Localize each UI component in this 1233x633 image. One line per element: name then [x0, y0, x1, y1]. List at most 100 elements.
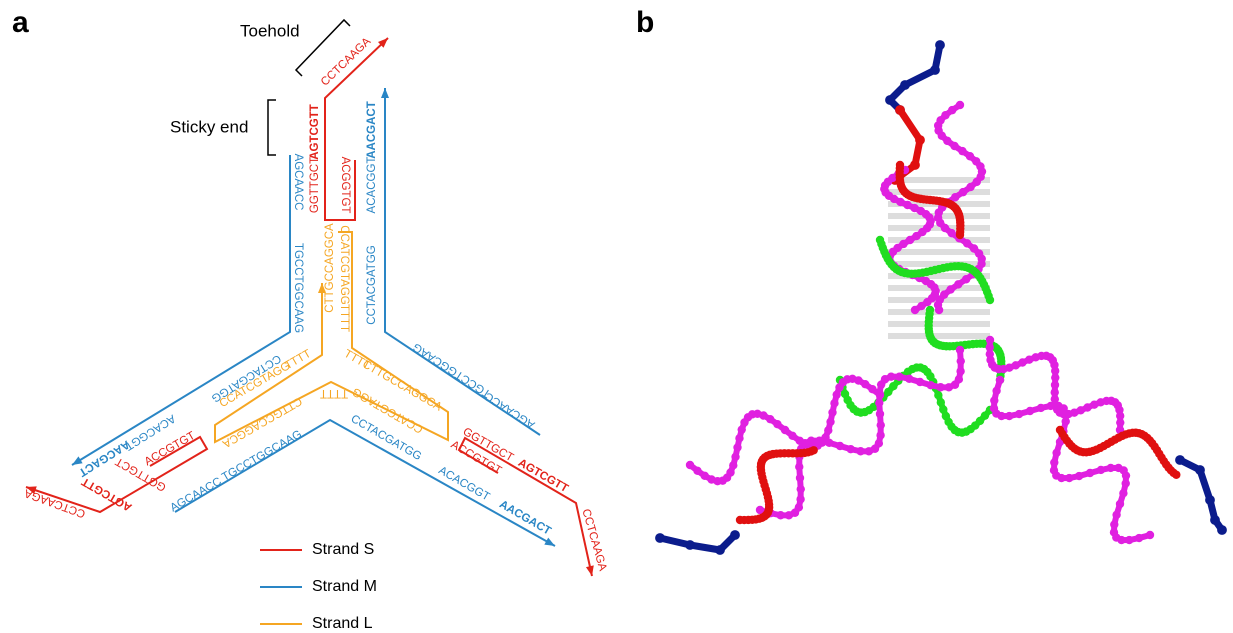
sequence: AACGACT: [366, 101, 378, 159]
bead: [1122, 479, 1130, 487]
panel-label: b: [636, 6, 654, 39]
bracket: [268, 100, 276, 155]
bead: [1119, 489, 1127, 497]
bead: [830, 399, 838, 407]
bead: [966, 183, 974, 191]
sequence: ACGGTGT: [339, 157, 351, 214]
bead: [885, 95, 895, 105]
bead: [1110, 520, 1118, 528]
bead: [887, 372, 895, 380]
bead: [955, 375, 963, 383]
bead: [1146, 531, 1154, 539]
legend: Strand S Strand M Strand L: [260, 541, 377, 632]
bead: [911, 306, 919, 314]
bead: [1037, 404, 1045, 412]
bead: [959, 188, 967, 196]
bead: [776, 511, 784, 519]
bead: [815, 437, 823, 445]
bead: [788, 432, 796, 440]
bead: [824, 426, 832, 434]
bead: [738, 425, 746, 433]
bead: [986, 336, 994, 344]
bead: [715, 545, 725, 555]
legend-label: Strand M: [312, 578, 377, 595]
bead: [962, 275, 970, 283]
bead: [954, 280, 962, 288]
bead: [730, 530, 740, 540]
bead: [1122, 471, 1130, 479]
bead: [958, 147, 966, 155]
bead: [915, 135, 925, 145]
bead: [731, 453, 739, 461]
bead: [1217, 525, 1227, 535]
bead: [910, 160, 920, 170]
bead: [951, 193, 959, 201]
bead: [957, 357, 965, 365]
bead: [948, 106, 956, 114]
bead: [956, 367, 964, 375]
bead: [833, 390, 841, 398]
bead: [1175, 455, 1185, 465]
bead: [934, 391, 942, 399]
bead: [796, 474, 804, 482]
bead: [1116, 418, 1124, 426]
bead: [1097, 466, 1105, 474]
chain: [840, 368, 990, 433]
bead: [847, 445, 855, 453]
sequence: CCATCGTAGG: [338, 225, 350, 304]
bead: [766, 415, 774, 423]
sequence: CCTCAAGA: [23, 486, 87, 519]
figure: a b Toehold Sticky end CCTCAAGAAGTCGTTGG…: [0, 0, 1233, 633]
bead: [876, 410, 884, 418]
bead: [686, 461, 694, 469]
bead: [797, 485, 805, 493]
bead: [986, 296, 994, 304]
3d-model: [655, 40, 1227, 555]
sequence: AGTCGTT: [309, 104, 321, 160]
bead: [875, 389, 883, 397]
sequence: TTTT: [283, 348, 313, 372]
bead: [796, 495, 804, 503]
bead: [956, 101, 964, 109]
bead: [1026, 407, 1034, 415]
bead: [828, 408, 836, 416]
bead: [1062, 417, 1070, 425]
bead: [1050, 458, 1058, 466]
bead: [807, 436, 815, 444]
bead: [693, 467, 701, 475]
bead: [877, 421, 885, 429]
bead: [936, 383, 944, 391]
bead: [875, 439, 883, 447]
bead: [795, 503, 803, 511]
arrowhead: [544, 538, 555, 546]
sequence: TTTT: [338, 304, 350, 332]
bead: [895, 105, 905, 115]
bead: [956, 231, 964, 239]
bead: [795, 463, 803, 471]
bead: [1057, 474, 1065, 482]
annotation: Toehold: [240, 21, 300, 40]
sequences: CCTCAAGAAGTCGTTGGTTGCTACGGTGTACCGTGTGGTT…: [23, 35, 609, 572]
annotation: Sticky end: [170, 117, 248, 136]
legend-label: Strand L: [312, 615, 373, 632]
bead: [996, 376, 1004, 384]
bead: [916, 378, 924, 386]
bead: [1116, 500, 1124, 508]
bead: [655, 533, 665, 543]
bead: [1086, 469, 1094, 477]
bead: [735, 434, 743, 442]
legend-label: Strand S: [312, 541, 374, 558]
bead: [825, 439, 833, 447]
sequence: ACACGGT: [366, 157, 378, 214]
bead: [935, 40, 945, 50]
bead: [927, 381, 935, 389]
bead: [895, 373, 903, 381]
bead: [1112, 511, 1120, 519]
bead: [733, 443, 741, 451]
bead: [1135, 534, 1143, 542]
bead: [875, 399, 883, 407]
sequence: CTTGCCAGGCA: [324, 223, 336, 313]
arrowhead: [72, 456, 83, 465]
bead: [726, 468, 734, 476]
sequence: TGCCTGGCAAG: [292, 243, 304, 333]
